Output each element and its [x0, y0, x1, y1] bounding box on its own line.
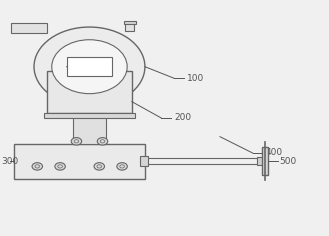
Bar	[262, 147, 268, 175]
Circle shape	[94, 163, 105, 170]
Text: 400: 400	[266, 148, 283, 157]
Text: 200: 200	[174, 114, 191, 122]
Bar	[11, 23, 47, 33]
Bar	[125, 22, 135, 30]
Text: 500: 500	[280, 157, 297, 166]
Bar	[140, 156, 148, 166]
Circle shape	[55, 163, 65, 170]
Circle shape	[97, 138, 108, 145]
Polygon shape	[67, 67, 112, 71]
Bar	[14, 144, 145, 179]
Bar	[44, 113, 135, 118]
Circle shape	[34, 27, 145, 106]
Circle shape	[71, 138, 82, 145]
Circle shape	[52, 40, 127, 94]
Bar	[67, 57, 112, 76]
Bar	[258, 157, 265, 165]
Circle shape	[32, 163, 42, 170]
Circle shape	[117, 163, 127, 170]
Text: 100: 100	[187, 74, 205, 83]
Bar	[47, 71, 132, 113]
Bar	[73, 113, 106, 144]
Bar	[124, 21, 136, 24]
Text: 300: 300	[1, 157, 19, 166]
